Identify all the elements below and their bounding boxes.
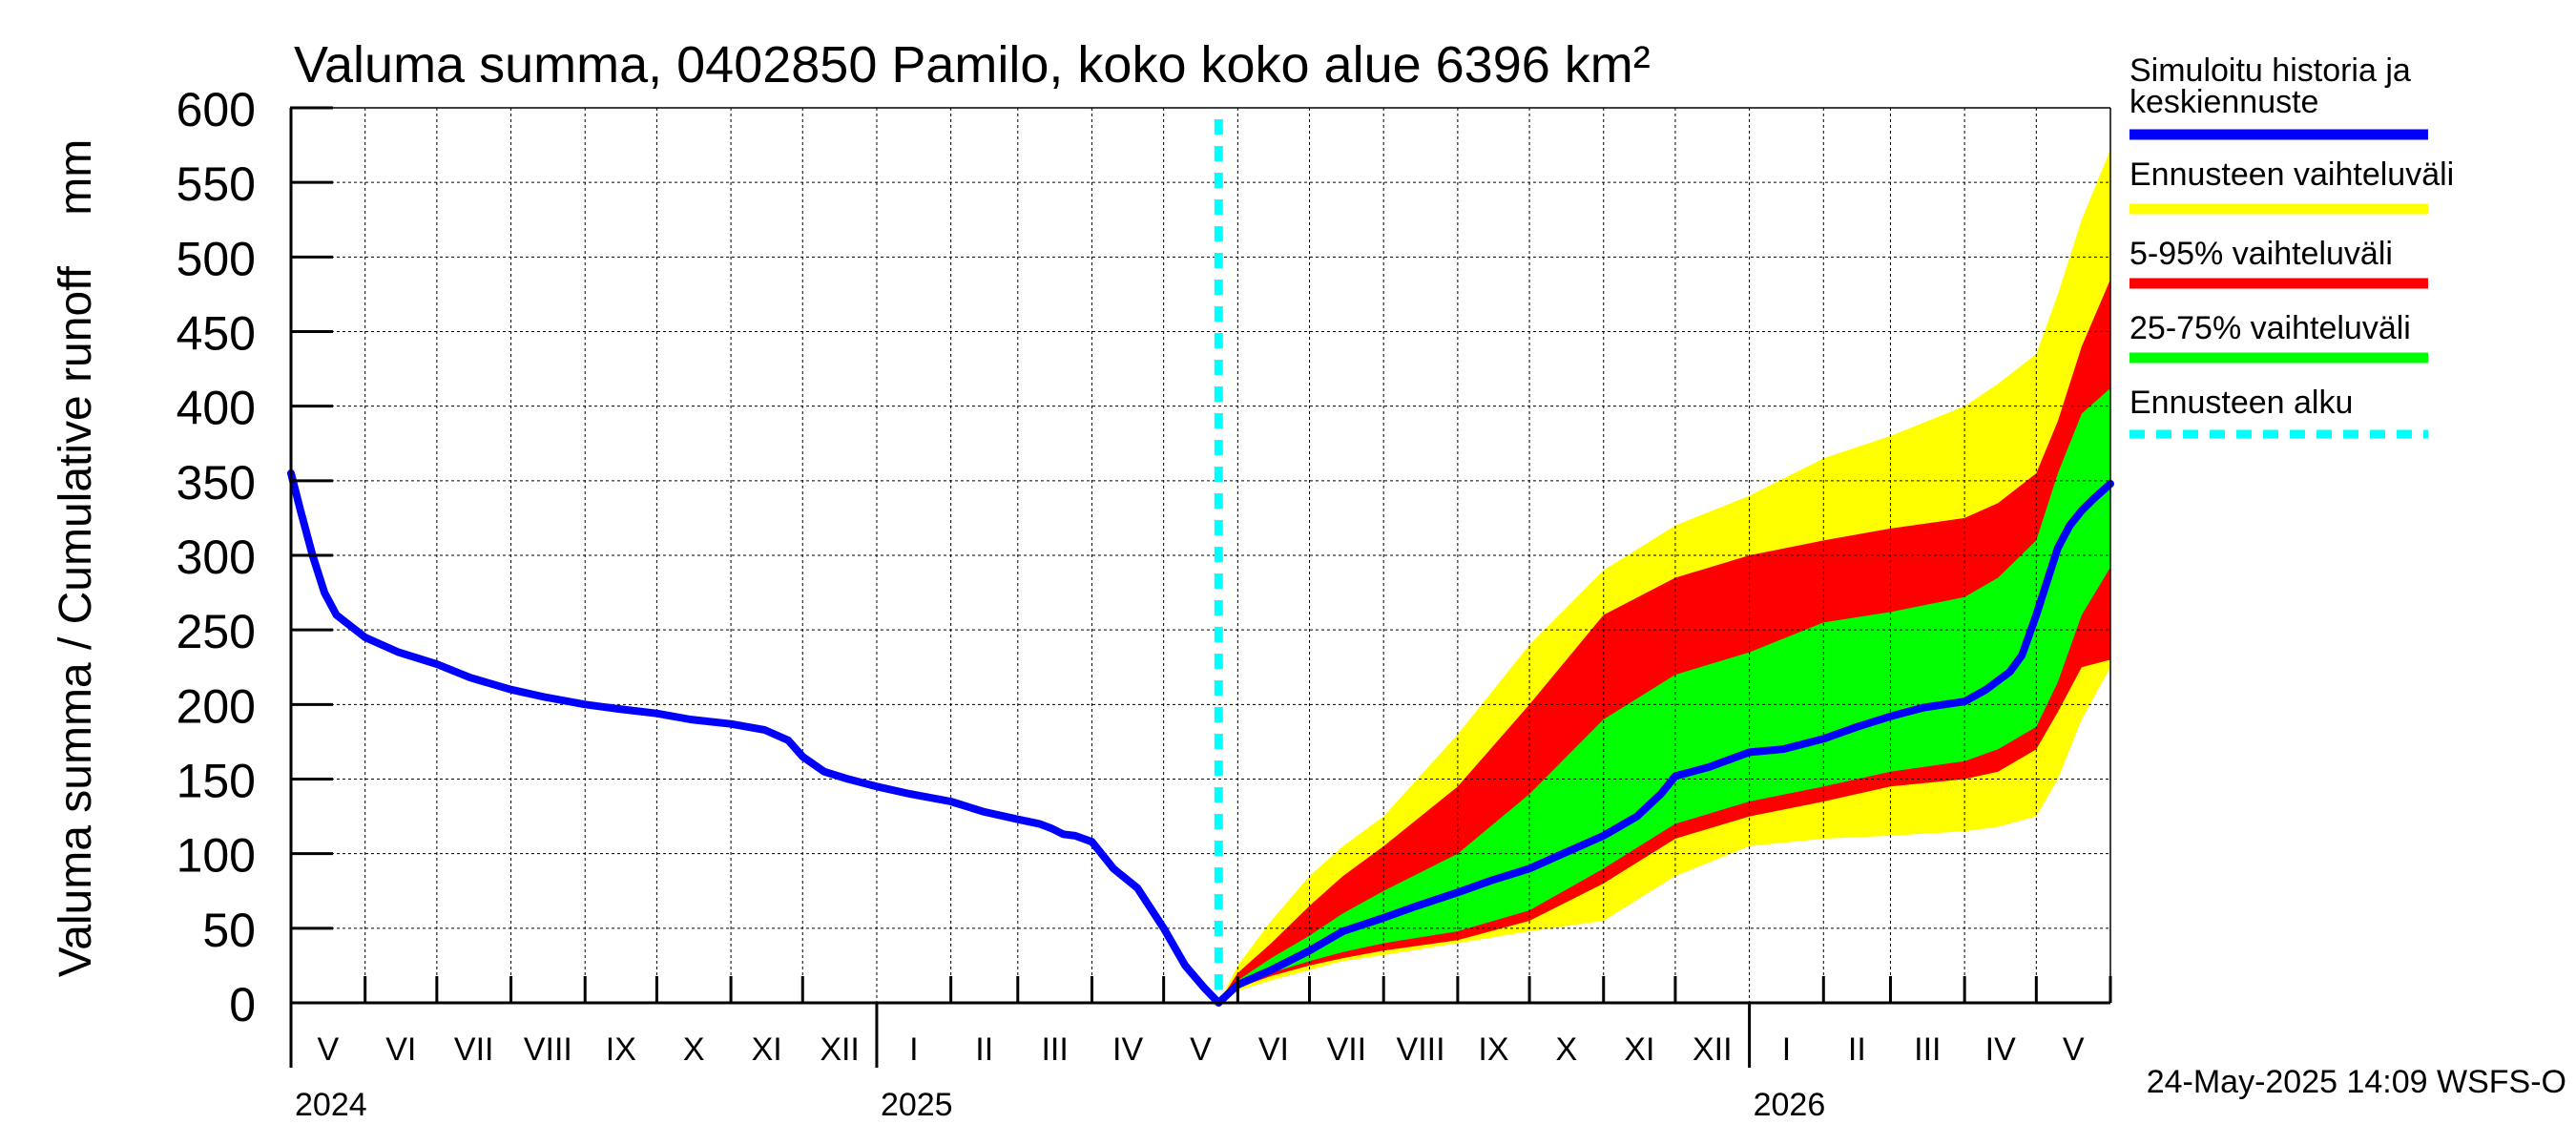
x-month-label: VII [1327, 1031, 1367, 1068]
series-line-mean [287, 469, 2114, 1007]
x-month-label: XI [752, 1031, 782, 1068]
x-month-label: X [683, 1031, 705, 1068]
chart-title: Valuma summa, 0402850 Pamilo, koko koko … [294, 36, 1651, 94]
x-month-label: IV [1112, 1031, 1143, 1068]
x-month-label: IV [1985, 1031, 2016, 1068]
x-month-label: III [1914, 1031, 1941, 1068]
x-month-label: XII [820, 1031, 860, 1068]
y-tick-label: 250 [177, 605, 256, 658]
x-month-label: IX [1478, 1031, 1508, 1068]
x-month-label: VI [385, 1031, 416, 1068]
x-month-label: I [1782, 1031, 1791, 1068]
x-month-label: VIII [1397, 1031, 1445, 1068]
y-tick-label: 0 [229, 978, 256, 1031]
band-range [1218, 149, 2110, 1004]
legend-label-simulated-2: keskiennuste [2129, 84, 2318, 120]
x-month-label: V [1190, 1031, 1212, 1068]
x-month-label: III [1041, 1031, 1068, 1068]
grid-lines [291, 108, 2110, 1003]
legend: Simuloitu historia ja keskiennuste Ennus… [2129, 52, 2454, 439]
x-year-label: 2026 [1754, 1087, 1826, 1123]
x-month-label: V [2063, 1031, 2085, 1068]
y-tick-label: 300 [177, 531, 256, 584]
band-25-75 [1218, 387, 2110, 1003]
y-tick-label: 350 [177, 456, 256, 510]
legend-label-range: Ennusteen vaihteluväli [2129, 156, 2454, 193]
legend-label-25-75: 25-75% vaihteluväli [2129, 310, 2411, 346]
y-tick-label: 400 [177, 382, 256, 435]
y-tick-label: 450 [177, 307, 256, 361]
x-month-label: XI [1624, 1031, 1654, 1068]
band-5-95 [1218, 279, 2110, 1003]
y-tick-label: 50 [202, 904, 256, 957]
x-month-label: VII [454, 1031, 494, 1068]
legend-label-5-95: 5-95% vaihteluväli [2129, 236, 2393, 272]
y-tick-label: 600 [177, 83, 256, 136]
legend-label-simulated: Simuloitu historia ja [2129, 52, 2411, 89]
x-year-label: 2024 [295, 1087, 367, 1123]
forecast-bands [1218, 149, 2110, 1004]
x-month-label: VIII [524, 1031, 572, 1068]
y-axis-label: Valuma summa / Cumulative runoff mm [51, 139, 101, 978]
x-month-label: I [909, 1031, 918, 1068]
x-month-label: XII [1693, 1031, 1733, 1068]
x-month-label: II [975, 1031, 993, 1068]
y-tick-label: 200 [177, 679, 256, 733]
timestamp-footer: 24-May-2025 14:09 WSFS-O [2147, 1064, 2566, 1100]
y-tick-label: 150 [177, 755, 256, 808]
x-month-label: II [1848, 1031, 1866, 1068]
y-tick-label: 500 [177, 232, 256, 285]
x-year-label: 2025 [881, 1087, 953, 1123]
legend-label-forecast-start: Ennusteen alku [2129, 385, 2353, 421]
y-tick-label: 100 [177, 829, 256, 883]
x-month-label: X [1556, 1031, 1578, 1068]
x-month-label: IX [606, 1031, 636, 1068]
data-series [287, 469, 2114, 1007]
x-month-label: VI [1258, 1031, 1289, 1068]
x-month-label: V [317, 1031, 339, 1068]
y-tick-label: 550 [177, 157, 256, 211]
